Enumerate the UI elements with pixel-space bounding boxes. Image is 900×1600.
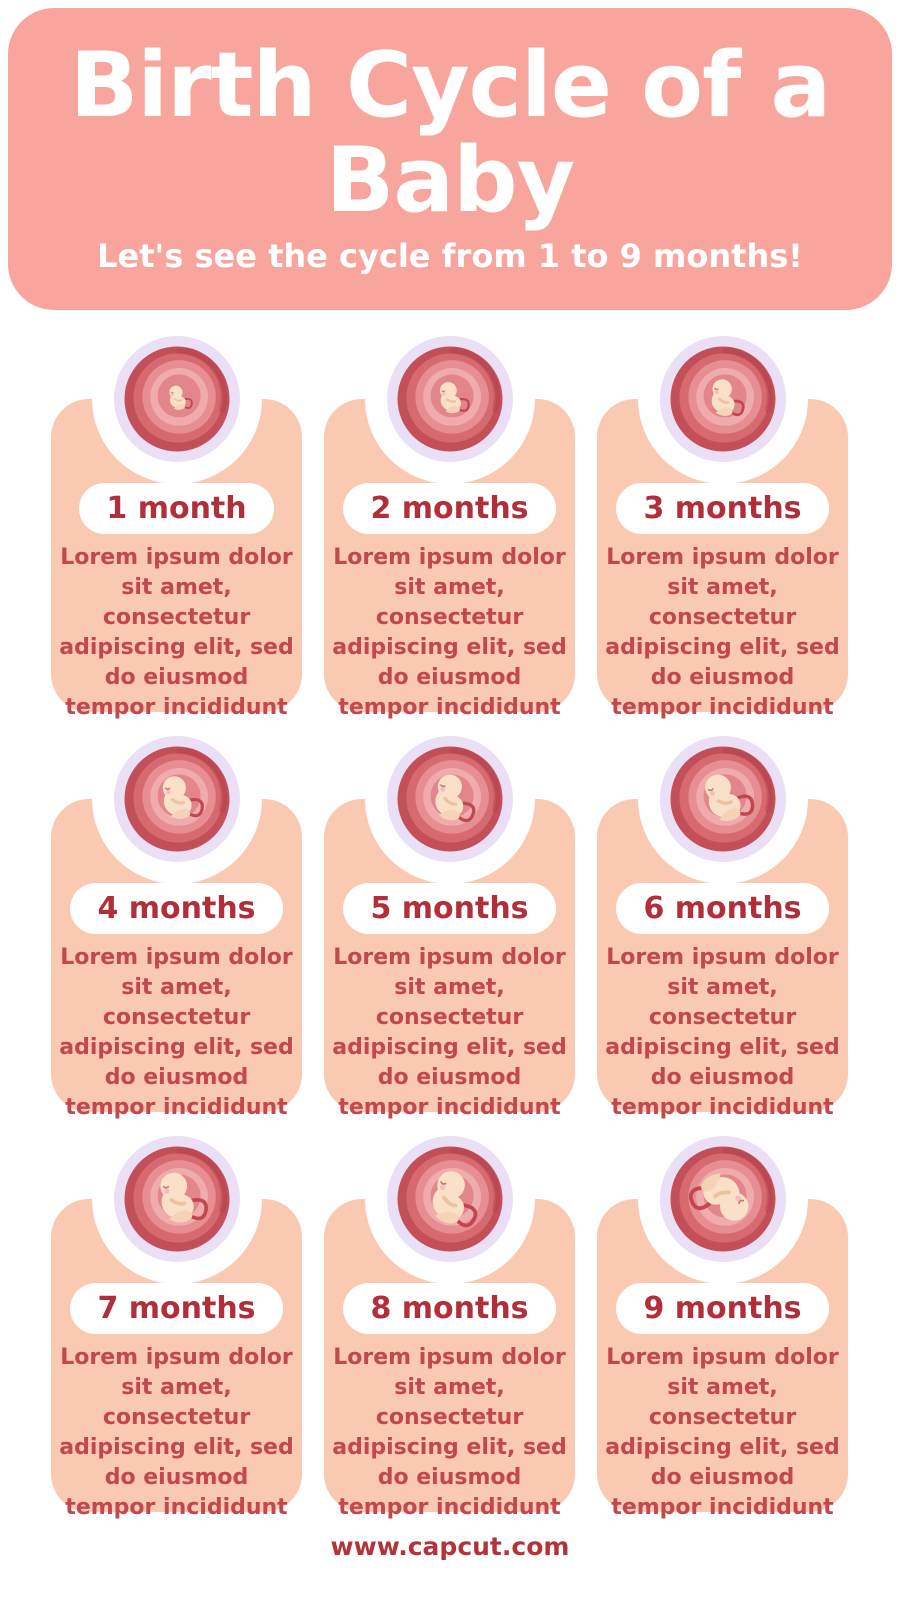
month-label-pill: 9 months: [616, 1283, 829, 1334]
month-label: 5 months: [370, 891, 529, 926]
month-label: 6 months: [643, 891, 802, 926]
header-banner: Birth Cycle of a Baby Let's see the cycl…: [8, 8, 892, 310]
fetus-illustration-month-6-icon: [659, 736, 786, 862]
fetus-illustration-month-3-icon: [659, 336, 786, 462]
month-description: Lorem ipsum dolor sit amet, consectetur adi…: [332, 945, 567, 1120]
month-label: 2 months: [370, 491, 529, 526]
month-label-pill: 4 months: [70, 883, 283, 934]
month-label-pill: 1 month: [79, 483, 274, 534]
fetus-illustration-month-2-icon: [386, 336, 513, 462]
month-label-pill: 3 months: [616, 483, 829, 534]
month-label: 9 months: [643, 1291, 802, 1326]
month-card-5: 5 months Lorem ipsum dolor sit amet, conse…: [324, 714, 575, 1120]
month-description: Lorem ipsum dolor sit amet, consectetur adi…: [59, 945, 294, 1120]
month-description: Lorem ipsum dolor sit amet, consectetur adi…: [59, 545, 294, 720]
fetus-illustration-month-9-icon: [659, 1136, 786, 1262]
month-label-pill: 5 months: [343, 883, 556, 934]
month-label: 4 months: [97, 891, 256, 926]
month-card-6: 6 months Lorem ipsum dolor sit amet, conse…: [597, 714, 848, 1120]
poster-subtitle: Let's see the cycle from 1 to 9 months!: [97, 236, 803, 275]
fetus-illustration-month-4-icon: [113, 736, 240, 862]
month-label: 8 months: [370, 1291, 529, 1326]
card-panel: 5 months Lorem ipsum dolor sit amet, conse…: [324, 799, 575, 1120]
poster-title: Birth Cycle of a Baby: [69, 33, 832, 234]
month-description: Lorem ipsum dolor sit amet, consectetur adi…: [605, 1345, 840, 1520]
months-grid: 1 month Lorem ipsum dolor sit amet, consec…: [51, 314, 848, 1520]
month-description: Lorem ipsum dolor sit amet, consectetur adi…: [332, 545, 567, 720]
card-panel: 2 months Lorem ipsum dolor sit amet, conse…: [324, 399, 575, 720]
month-card-7: 7 months Lorem ipsum dolor sit amet, conse…: [51, 1114, 302, 1520]
month-description: Lorem ipsum dolor sit amet, consectetur adi…: [605, 545, 840, 720]
month-card-4: 4 months Lorem ipsum dolor sit amet, conse…: [51, 714, 302, 1120]
website-url: www.capcut.com: [330, 1532, 570, 1561]
card-panel: 4 months Lorem ipsum dolor sit amet, conse…: [51, 799, 302, 1120]
month-label-pill: 8 months: [343, 1283, 556, 1334]
month-card-9: 9 months Lorem ipsum dolor sit amet, conse…: [597, 1114, 848, 1520]
month-label-pill: 7 months: [70, 1283, 283, 1334]
month-description: Lorem ipsum dolor sit amet, consectetur adi…: [59, 1345, 294, 1520]
card-panel: 8 months Lorem ipsum dolor sit amet, conse…: [324, 1199, 575, 1520]
month-description: Lorem ipsum dolor sit amet, consectetur adi…: [332, 1345, 567, 1520]
month-card-3: 3 months Lorem ipsum dolor sit amet, conse…: [597, 314, 848, 720]
month-card-8: 8 months Lorem ipsum dolor sit amet, conse…: [324, 1114, 575, 1520]
fetus-illustration-month-1-icon: [113, 336, 240, 462]
month-card-1: 1 month Lorem ipsum dolor sit amet, consec…: [51, 314, 302, 720]
month-label: 3 months: [643, 491, 802, 526]
month-description: Lorem ipsum dolor sit amet, consectetur adi…: [605, 945, 840, 1120]
month-label-pill: 6 months: [616, 883, 829, 934]
month-card-2: 2 months Lorem ipsum dolor sit amet, conse…: [324, 314, 575, 720]
month-label-pill: 2 months: [343, 483, 556, 534]
card-panel: 6 months Lorem ipsum dolor sit amet, conse…: [597, 799, 848, 1120]
month-label: 7 months: [97, 1291, 256, 1326]
fetus-illustration-month-8-icon: [386, 1136, 513, 1262]
footer: www.capcut.com: [0, 1532, 900, 1561]
fetus-illustration-month-7-icon: [113, 1136, 240, 1262]
fetus-illustration-month-5-icon: [386, 736, 513, 862]
month-label: 1 month: [106, 491, 247, 526]
